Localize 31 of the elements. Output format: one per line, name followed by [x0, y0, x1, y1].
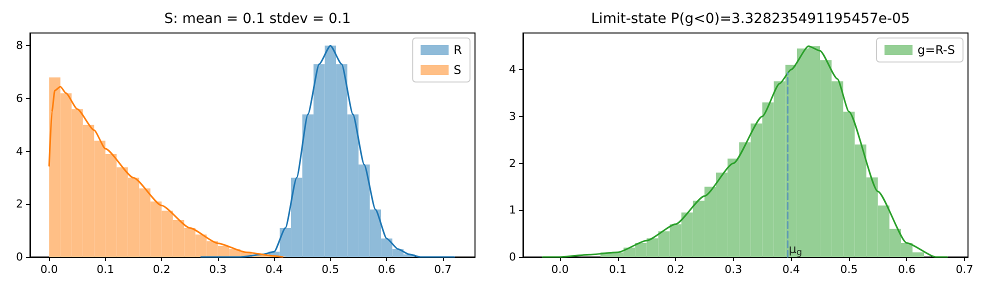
x-tick-label: 0.1: [96, 263, 114, 276]
y-tick-label: 4: [509, 63, 516, 76]
x-tick-label: 0.3: [724, 263, 742, 276]
x-tick-label: 0.2: [666, 263, 684, 276]
x-tick-label: 0.7: [434, 263, 452, 276]
x-tick-label: 0.6: [378, 263, 396, 276]
x-tick-label: 0.5: [840, 263, 858, 276]
y-tick-label: 4: [16, 144, 23, 158]
chart-title: S: mean = 0.1 stdev = 0.1: [164, 11, 351, 27]
y-tick-label: 6: [16, 92, 23, 106]
x-tick-label: 0.1: [609, 263, 627, 276]
x-tick-label: 0.5: [322, 263, 340, 276]
x-tick-label: 0.4: [782, 263, 800, 276]
legend-label: S: [454, 63, 462, 77]
legend-label: R: [454, 43, 462, 57]
y-tick-label: 2: [509, 156, 516, 170]
x-tick-label: 0.6: [898, 263, 916, 276]
x-tick-label: 0.7: [956, 263, 974, 276]
x-tick-label: 0.4: [265, 263, 283, 276]
x-tick-label: 0.0: [551, 263, 569, 276]
y-tick-label: 3: [509, 110, 516, 123]
legend-label: g=R-S: [918, 43, 956, 57]
y-tick-label: 0: [16, 250, 23, 264]
y-tick-label: 0: [509, 250, 516, 264]
x-tick-label: 0.0: [40, 263, 58, 276]
y-tick-label: 8: [16, 39, 23, 52]
y-tick-label: 2: [16, 198, 23, 211]
y-tick-label: 1: [509, 204, 516, 217]
x-tick-label: 0.3: [209, 263, 227, 276]
x-tick-label: 0.2: [152, 263, 170, 276]
chart-title: Limit-state P(g<0)=3.328235491195457e-05: [591, 11, 910, 27]
